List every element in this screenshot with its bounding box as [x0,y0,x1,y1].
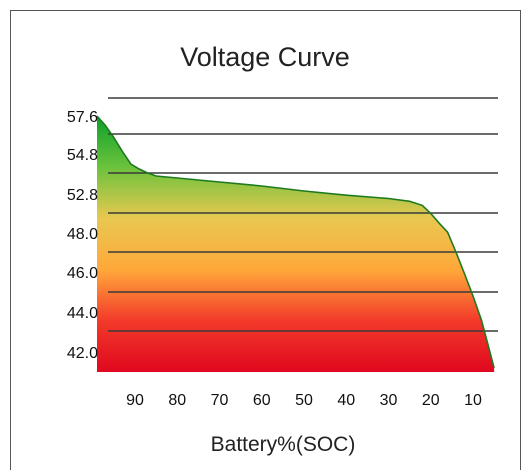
voltage-chart: Voltage Curve Battery%(SOC) 57.6 54.8 52.8… [67,42,498,456]
y-tick-label: 48.0 [67,226,98,243]
y-tick-label: 52.8 [67,187,98,204]
y-tick-label: 54.8 [67,147,98,164]
voltage-line [96,115,495,369]
y-tick-label: 42.0 [67,345,98,362]
y-tick-label: 44.0 [67,305,98,322]
x-tick-label: 10 [464,392,482,409]
y-tick-label: 57.6 [67,109,98,126]
x-tick-label: 70 [211,392,229,409]
chart-frame [10,10,521,470]
plot-area: 57.6 54.8 52.8 48.0 46.0 44.0 42.0 90 80 70 60 50 40… [67,97,498,409]
x-tick-label: 60 [253,392,271,409]
y-tick-label: 46.0 [67,265,98,282]
x-tick-label: 30 [380,392,398,409]
x-axis-label: Battery%(SOC) [211,433,356,456]
x-tick-label: 80 [168,392,186,409]
x-tick-label: 50 [295,392,313,409]
x-tick-label: 20 [422,392,440,409]
chart-title: Voltage Curve [180,42,350,72]
x-tick-label: 40 [337,392,355,409]
x-tick-label: 90 [126,392,144,409]
